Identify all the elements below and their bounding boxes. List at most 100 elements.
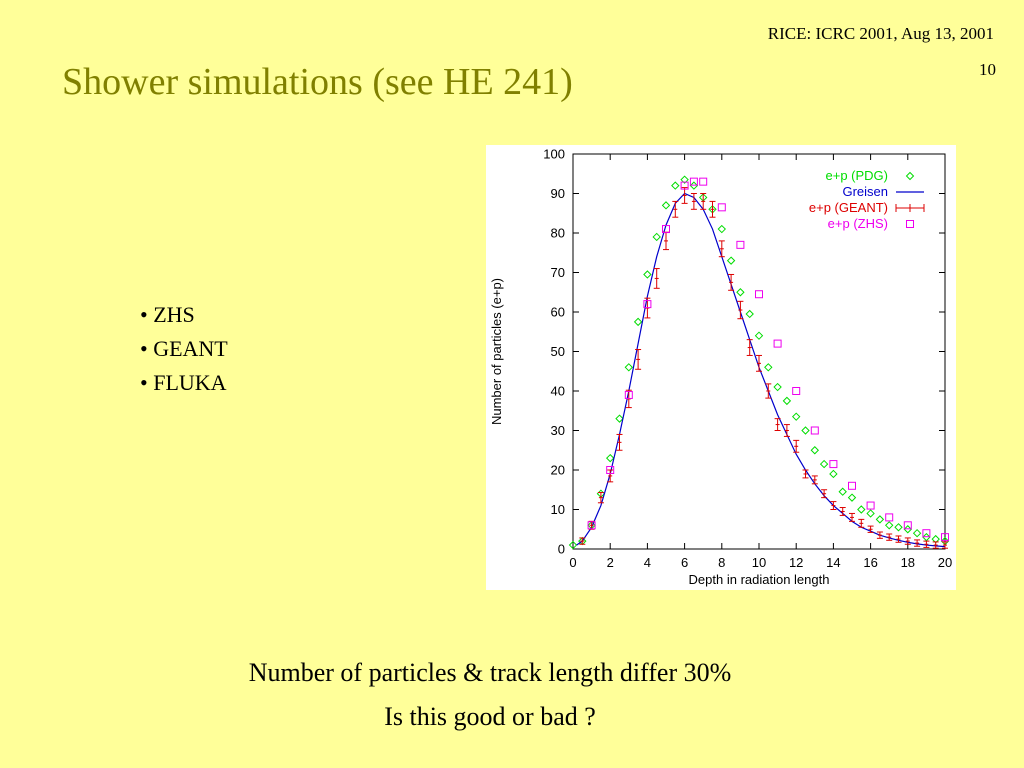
series-greisen — [576, 192, 946, 548]
pdg-point — [905, 171, 915, 181]
zhs-point — [810, 426, 819, 435]
pdg-point — [801, 426, 810, 435]
pdg-point — [764, 363, 773, 372]
pdg-point — [624, 363, 634, 372]
series-zhs — [587, 177, 949, 542]
header-reference: RICE: ICRC 2001, Aug 13, 2001 — [767, 24, 994, 43]
x-tick-label: 6 — [681, 555, 688, 570]
zhs-point — [624, 390, 633, 399]
y-tick-label: 80 — [551, 226, 565, 241]
zhs-point — [773, 339, 782, 348]
pdg-point — [894, 523, 903, 532]
slide-title: Shower simulations (see HE 241) — [62, 61, 573, 103]
x-tick-label: 0 — [569, 555, 576, 570]
pdg-point — [643, 270, 652, 279]
pdg-point — [652, 232, 661, 242]
greisen-curve — [576, 192, 946, 548]
pdg-point — [615, 414, 624, 423]
pdg-point — [671, 181, 680, 190]
pdg-point — [912, 528, 922, 538]
zhs-point — [829, 460, 838, 469]
zhs-point — [885, 513, 894, 522]
pdg-point — [819, 459, 829, 469]
zhs-point — [755, 290, 763, 299]
series-geant — [579, 187, 948, 549]
pdg-point — [736, 288, 745, 297]
bullet-list: ZHS GEANT FLUKA — [140, 298, 228, 400]
pdg-point — [866, 509, 875, 518]
zhs-point — [662, 225, 670, 234]
pdg-point — [568, 540, 578, 550]
conclusion-line-2: Is this good or bad ? — [384, 702, 596, 731]
y-tick-label: 30 — [551, 423, 565, 438]
y-tick-label: 100 — [543, 147, 565, 162]
x-tick-label: 18 — [901, 555, 915, 570]
zhs-point — [699, 177, 708, 186]
pdg-point — [903, 525, 913, 534]
zhs-point — [906, 220, 914, 228]
pdg-point — [875, 515, 885, 524]
x-tick-label: 12 — [789, 555, 803, 570]
zhs-point — [941, 533, 949, 542]
zhs-point — [866, 501, 875, 510]
legend-label: e+p (GEANT) — [809, 200, 888, 215]
x-tick-label: 16 — [863, 555, 877, 570]
legend-label: e+p (PDG) — [826, 168, 889, 183]
zhs-point — [606, 466, 615, 474]
y-axis-label: Number of particles (e+p) — [489, 278, 504, 425]
x-tick-label: 2 — [607, 555, 614, 570]
y-tick-label: 90 — [551, 186, 565, 201]
shower-chart: 0 2 4 6 8 10 12 14 16 18 20 0 10 20 30 40 50 60 70 80 90 100 D… — [486, 145, 956, 590]
bullet-item: ZHS — [140, 298, 228, 332]
pdg-point — [661, 201, 671, 210]
x-tick-label: 4 — [644, 555, 651, 570]
pdg-point — [773, 382, 782, 392]
y-tick-label: 50 — [551, 344, 565, 359]
y-tick-label: 20 — [551, 463, 565, 478]
y-tick-label: 70 — [551, 265, 565, 280]
pdg-point — [754, 331, 764, 340]
y-tick-label: 10 — [551, 502, 565, 517]
conclusion-line-1: Number of particles & track length diffe… — [248, 658, 732, 687]
y-tick-label: 0 — [558, 542, 565, 557]
pdg-point — [829, 469, 838, 479]
zhs-point — [680, 181, 689, 190]
x-tick-label: 10 — [752, 555, 766, 570]
pdg-point — [745, 309, 754, 319]
pdg-point — [810, 446, 820, 455]
zhs-point — [922, 529, 931, 538]
pdg-point — [847, 493, 857, 502]
pdg-point — [689, 181, 699, 190]
legend-label: e+p (ZHS) — [828, 216, 888, 231]
bullet-item: GEANT — [140, 332, 228, 366]
zhs-point — [587, 521, 596, 530]
pdg-point — [838, 487, 847, 496]
pdg-point — [633, 317, 643, 327]
x-tick-label: 20 — [938, 555, 952, 570]
pdg-point — [884, 521, 894, 530]
pdg-point — [605, 453, 615, 463]
zhs-point — [717, 203, 726, 212]
chart-svg: 0 2 4 6 8 10 12 14 16 18 20 0 10 20 30 40 50 60 70 80 90 100 D… — [489, 147, 952, 588]
zhs-point — [643, 300, 652, 309]
plot-frame — [572, 153, 946, 550]
pdg-point — [726, 256, 736, 265]
x-tick-label: 14 — [826, 555, 840, 570]
pdg-point — [782, 396, 792, 406]
zhs-point — [689, 177, 698, 186]
pdg-point — [857, 505, 866, 514]
x-tick-label: 8 — [718, 555, 725, 570]
zhs-point — [736, 240, 745, 249]
zhs-point — [848, 481, 856, 490]
bullet-item: FLUKA — [140, 366, 228, 400]
pdg-point — [717, 224, 727, 234]
x-axis-label: Depth in radiation length — [689, 572, 830, 587]
zhs-point — [903, 521, 912, 530]
y-tick-label: 40 — [551, 384, 565, 399]
zhs-point — [792, 387, 801, 395]
pdg-point — [791, 412, 801, 421]
y-tick-label: 60 — [551, 305, 565, 320]
pdg-point — [680, 175, 689, 184]
legend-label: Greisen — [842, 184, 888, 199]
